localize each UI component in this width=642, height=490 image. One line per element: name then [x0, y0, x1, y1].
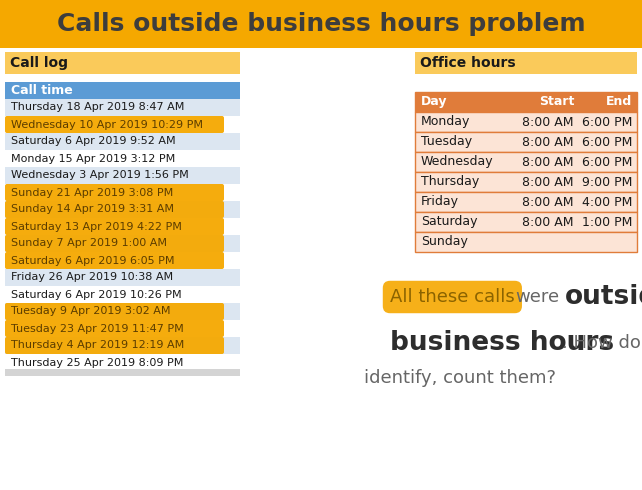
Text: Tuesday: Tuesday	[421, 136, 472, 148]
FancyBboxPatch shape	[5, 252, 224, 269]
Text: 8:00 AM: 8:00 AM	[523, 196, 574, 209]
Text: 9:00 PM: 9:00 PM	[582, 175, 632, 189]
FancyBboxPatch shape	[415, 232, 637, 252]
FancyBboxPatch shape	[5, 303, 224, 320]
FancyBboxPatch shape	[5, 354, 240, 371]
FancyBboxPatch shape	[5, 52, 240, 74]
Text: Call time: Call time	[11, 84, 73, 97]
FancyBboxPatch shape	[5, 99, 240, 116]
FancyBboxPatch shape	[5, 369, 240, 376]
Text: Wednesday 10 Apr 2019 10:29 PM: Wednesday 10 Apr 2019 10:29 PM	[11, 120, 203, 129]
Text: 6:00 PM: 6:00 PM	[582, 155, 632, 169]
Text: Thursday 25 Apr 2019 8:09 PM: Thursday 25 Apr 2019 8:09 PM	[11, 358, 184, 368]
FancyBboxPatch shape	[5, 201, 224, 218]
Text: Start: Start	[539, 96, 574, 108]
Text: Wednesday 3 Apr 2019 1:56 PM: Wednesday 3 Apr 2019 1:56 PM	[11, 171, 189, 180]
FancyBboxPatch shape	[415, 192, 637, 212]
FancyBboxPatch shape	[5, 184, 224, 201]
Text: . How do we: . How do we	[562, 334, 642, 352]
Text: Thursday 4 Apr 2019 12:19 AM: Thursday 4 Apr 2019 12:19 AM	[11, 341, 184, 350]
FancyBboxPatch shape	[415, 212, 637, 232]
FancyBboxPatch shape	[5, 269, 240, 286]
Text: All these calls: All these calls	[390, 288, 515, 306]
Text: Tuesday 9 Apr 2019 3:02 AM: Tuesday 9 Apr 2019 3:02 AM	[11, 307, 171, 317]
Text: 1:00 PM: 1:00 PM	[582, 216, 632, 228]
Text: Monday: Monday	[421, 116, 471, 128]
Text: 8:00 AM: 8:00 AM	[523, 175, 574, 189]
Text: Thursday: Thursday	[421, 175, 479, 189]
FancyBboxPatch shape	[415, 92, 637, 112]
FancyBboxPatch shape	[5, 337, 240, 354]
FancyBboxPatch shape	[5, 337, 224, 354]
FancyBboxPatch shape	[5, 201, 240, 218]
FancyBboxPatch shape	[5, 252, 240, 269]
FancyBboxPatch shape	[5, 218, 224, 235]
Text: Office hours: Office hours	[420, 56, 516, 70]
Text: identify, count them?: identify, count them?	[364, 369, 556, 387]
FancyBboxPatch shape	[415, 52, 637, 74]
Text: Sunday 7 Apr 2019 1:00 AM: Sunday 7 Apr 2019 1:00 AM	[11, 239, 167, 248]
Text: Monday 15 Apr 2019 3:12 PM: Monday 15 Apr 2019 3:12 PM	[11, 153, 175, 164]
FancyBboxPatch shape	[5, 235, 224, 252]
Text: Call log: Call log	[10, 56, 68, 70]
Text: Tuesday 23 Apr 2019 11:47 PM: Tuesday 23 Apr 2019 11:47 PM	[11, 323, 184, 334]
FancyBboxPatch shape	[5, 167, 240, 184]
FancyBboxPatch shape	[415, 152, 637, 172]
Text: 8:00 AM: 8:00 AM	[523, 116, 574, 128]
Text: Day: Day	[421, 96, 447, 108]
Text: Saturday 6 Apr 2019 9:52 AM: Saturday 6 Apr 2019 9:52 AM	[11, 137, 176, 147]
FancyBboxPatch shape	[5, 116, 224, 133]
Text: Friday: Friday	[421, 196, 459, 209]
Text: outside: outside	[565, 284, 642, 310]
Text: business hours: business hours	[390, 330, 614, 356]
Text: Sunday: Sunday	[421, 236, 468, 248]
FancyBboxPatch shape	[415, 132, 637, 152]
Text: 8:00 AM: 8:00 AM	[523, 216, 574, 228]
FancyBboxPatch shape	[5, 286, 240, 303]
FancyBboxPatch shape	[5, 82, 240, 99]
Text: Wednesday: Wednesday	[421, 155, 494, 169]
FancyBboxPatch shape	[5, 184, 240, 201]
Text: 6:00 PM: 6:00 PM	[582, 136, 632, 148]
Text: Sunday 21 Apr 2019 3:08 PM: Sunday 21 Apr 2019 3:08 PM	[11, 188, 173, 197]
Text: 6:00 PM: 6:00 PM	[582, 116, 632, 128]
Text: Saturday 13 Apr 2019 4:22 PM: Saturday 13 Apr 2019 4:22 PM	[11, 221, 182, 231]
Text: Thursday 18 Apr 2019 8:47 AM: Thursday 18 Apr 2019 8:47 AM	[11, 102, 184, 113]
Text: Saturday 6 Apr 2019 10:26 PM: Saturday 6 Apr 2019 10:26 PM	[11, 290, 182, 299]
Text: Friday 26 Apr 2019 10:38 AM: Friday 26 Apr 2019 10:38 AM	[11, 272, 173, 283]
Text: were: were	[515, 288, 559, 306]
Text: Calls outside business hours problem: Calls outside business hours problem	[56, 12, 586, 36]
Text: End: End	[606, 96, 632, 108]
FancyBboxPatch shape	[5, 116, 240, 133]
FancyBboxPatch shape	[5, 133, 240, 150]
FancyBboxPatch shape	[5, 320, 224, 337]
FancyBboxPatch shape	[5, 235, 240, 252]
FancyBboxPatch shape	[0, 0, 642, 48]
Text: Saturday 6 Apr 2019 6:05 PM: Saturday 6 Apr 2019 6:05 PM	[11, 255, 175, 266]
Text: 8:00 AM: 8:00 AM	[523, 155, 574, 169]
Text: 4:00 PM: 4:00 PM	[582, 196, 632, 209]
FancyBboxPatch shape	[5, 218, 240, 235]
FancyBboxPatch shape	[5, 320, 240, 337]
Text: Sunday 14 Apr 2019 3:31 AM: Sunday 14 Apr 2019 3:31 AM	[11, 204, 174, 215]
FancyBboxPatch shape	[415, 172, 637, 192]
FancyBboxPatch shape	[5, 150, 240, 167]
Text: 8:00 AM: 8:00 AM	[523, 136, 574, 148]
FancyBboxPatch shape	[5, 303, 240, 320]
FancyBboxPatch shape	[415, 112, 637, 132]
Text: Saturday: Saturday	[421, 216, 478, 228]
